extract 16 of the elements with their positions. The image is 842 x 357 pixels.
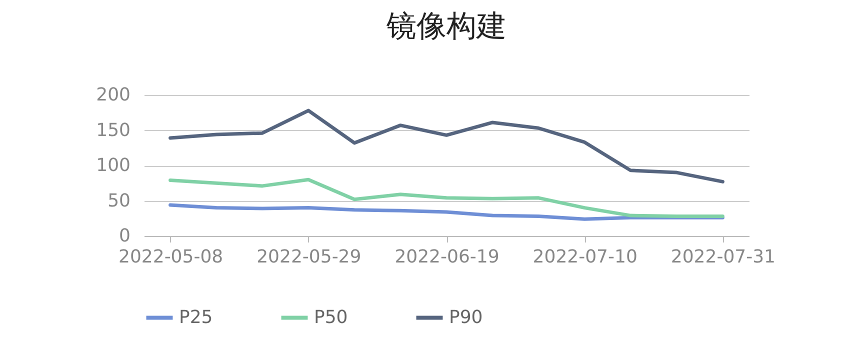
legend-label: P90 [449,306,483,328]
y-tick-label: 0 [119,226,130,246]
x-tick-label: 2022-05-29 [256,246,362,268]
x-tick-label: 2022-06-19 [394,246,500,268]
legend-label: P25 [179,306,213,328]
y-tick-label: 200 [96,84,130,106]
chart-title: 镜像构建 [386,9,506,44]
legend-label: P50 [314,306,348,328]
y-tick-label: 150 [96,120,130,141]
line-series [168,108,724,184]
x-tick-label: 2022-05-08 [118,246,224,268]
x-tick-label: 2022-07-31 [670,246,776,268]
line-series [168,178,724,218]
x-tick-label: 2022-07-10 [532,246,638,268]
y-tick-label: 50 [108,190,130,212]
y-tick-label: 100 [96,155,130,176]
